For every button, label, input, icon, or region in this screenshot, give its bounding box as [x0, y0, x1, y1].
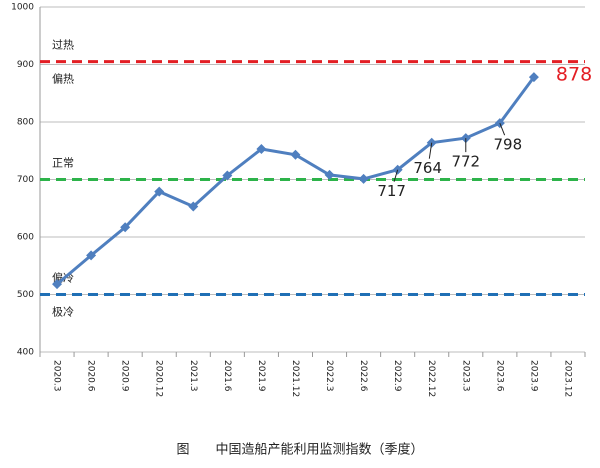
y-tick-label: 500	[17, 290, 34, 300]
y-tick-label: 600	[17, 233, 34, 243]
leader-line	[393, 169, 399, 182]
value-label: 772	[451, 153, 480, 171]
x-tick-label: 2022.6	[358, 360, 368, 392]
x-tick-label: 2023.3	[460, 360, 470, 392]
x-tick-label: 2020.3	[52, 360, 62, 392]
y-tick-label: 1000	[11, 3, 34, 13]
y-tick-label: 400	[17, 348, 34, 358]
y-tick-label: 900	[17, 60, 34, 70]
x-tick-label: 2022.9	[392, 360, 402, 392]
leader-line	[428, 142, 433, 159]
y-tick-label: 700	[17, 175, 34, 185]
x-tick-label: 2022.12	[426, 360, 436, 397]
data-point	[494, 118, 505, 129]
data-point	[188, 201, 199, 212]
x-tick-label: 2021.12	[290, 360, 300, 397]
data-point	[120, 222, 131, 233]
x-tick-label: 2020.6	[86, 360, 96, 392]
data-point	[528, 72, 539, 83]
value-label: 764	[413, 159, 442, 177]
y-tick-label: 800	[17, 118, 34, 128]
x-tick-label: 2023.6	[494, 360, 504, 392]
zone-label: 极冷	[52, 305, 74, 319]
value-label: 878	[556, 64, 592, 86]
data-point	[256, 144, 267, 155]
data-point	[86, 250, 97, 261]
x-tick-label: 2021.3	[188, 360, 198, 392]
x-tick-label: 2021.6	[222, 360, 232, 392]
value-label: 798	[494, 136, 523, 154]
data-point	[358, 173, 369, 184]
value-label: 717	[377, 182, 406, 200]
x-tick-label: 2022.3	[324, 360, 334, 392]
data-point	[222, 170, 233, 181]
x-tick-label: 2020.9	[120, 360, 130, 392]
data-point	[324, 169, 335, 180]
data-point	[154, 186, 165, 197]
data-point	[52, 279, 63, 290]
chart-caption: 图 中国造船产能利用监测指数（季度）	[176, 442, 423, 458]
zone-label: 正常	[52, 157, 74, 170]
x-tick-label: 2020.12	[154, 360, 164, 397]
zone-label: 过热	[52, 39, 74, 52]
zone-label: 偏热	[52, 72, 74, 86]
x-tick-label: 2021.9	[256, 360, 266, 392]
data-point	[290, 149, 301, 160]
x-tick-label: 2023.12	[562, 360, 572, 397]
x-tick-label: 2023.9	[528, 360, 538, 392]
leader-line	[499, 122, 506, 136]
